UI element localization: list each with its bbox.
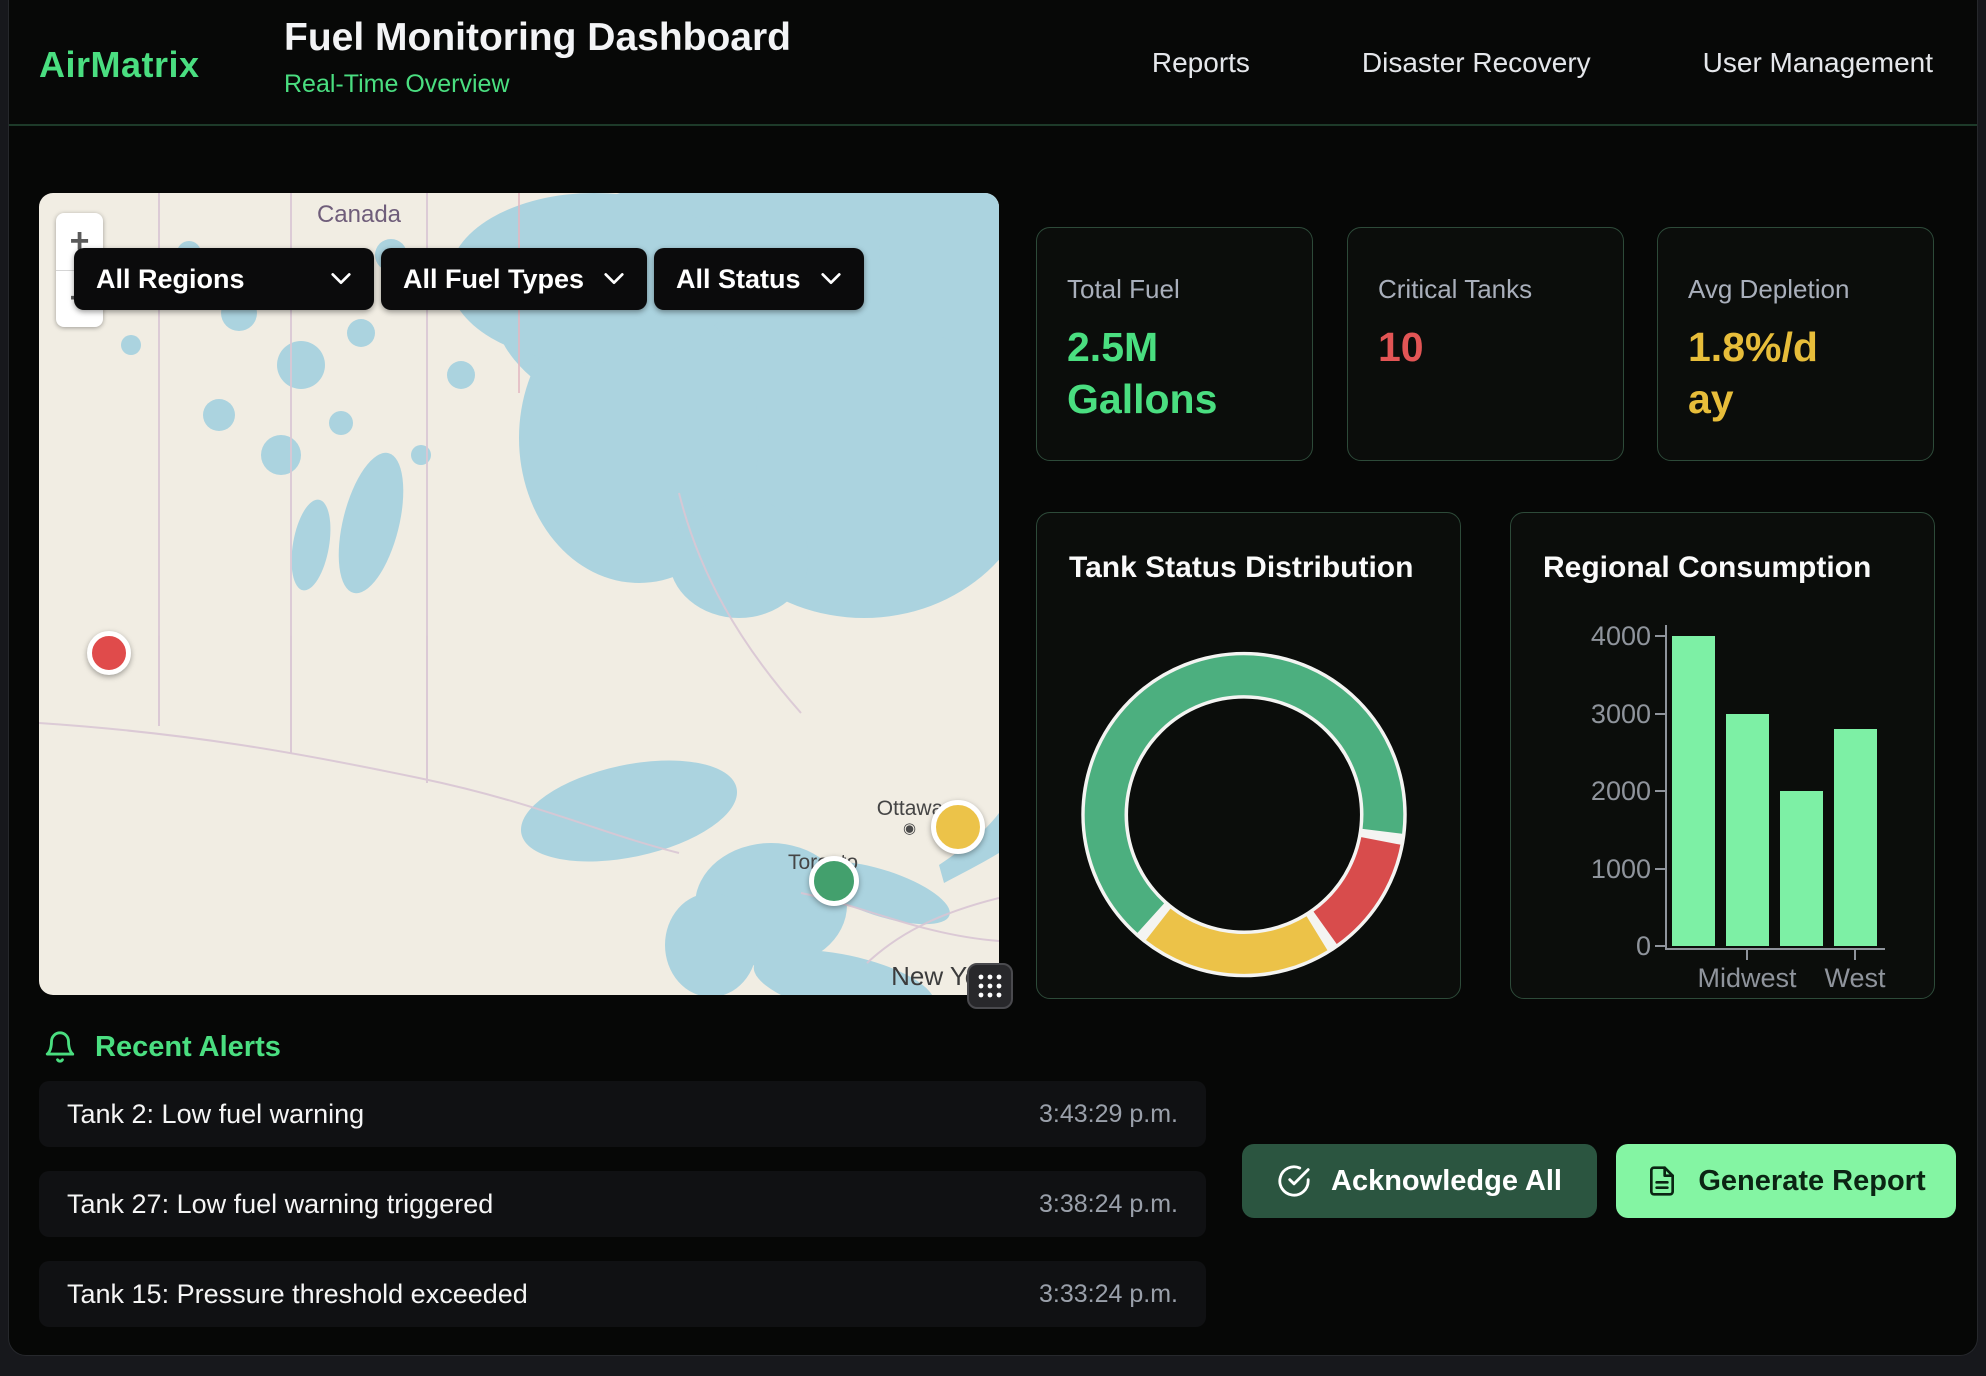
y-tick-mark (1655, 635, 1665, 637)
map-resize-handle[interactable] (967, 963, 1013, 1009)
tank-status-card: Tank Status Distribution (1036, 512, 1461, 999)
acknowledge-all-button[interactable]: Acknowledge All (1242, 1144, 1597, 1218)
alert-timestamp: 3:38:24 p.m. (1039, 1190, 1178, 1219)
stat-card-critical-tanks: Critical Tanks 10 (1347, 227, 1624, 461)
stat-card-total-fuel: Total Fuel 2.5M Gallons (1036, 227, 1313, 461)
bar-northeast (1672, 636, 1715, 946)
filter-all-status-label: All Status (676, 264, 801, 295)
tank-status-donut (1037, 513, 1460, 998)
y-tick-label: 2000 (1511, 776, 1651, 807)
donut-segment-critical (1325, 841, 1381, 928)
stat-label: Critical Tanks (1378, 274, 1593, 305)
tank-marker-normal[interactable] (809, 856, 859, 906)
generate-report-label: Generate Report (1698, 1165, 1925, 1198)
main-nav: Reports Disaster Recovery User Managemen… (1152, 0, 1933, 126)
alerts-title: Recent Alerts (95, 1031, 281, 1064)
x-axis-line (1665, 948, 1885, 950)
acknowledge-all-label: Acknowledge All (1331, 1165, 1562, 1198)
chevron-down-icon (820, 272, 842, 286)
page-title: Fuel Monitoring Dashboard (284, 16, 791, 60)
filter-all-fuel-types[interactable]: All Fuel Types (381, 248, 647, 310)
nav-user-management[interactable]: User Management (1703, 47, 1933, 79)
filter-all-regions[interactable]: All Regions (74, 248, 374, 310)
map-filters: All Regions All Fuel Types All Status (74, 248, 864, 310)
tank-marker-critical[interactable] (87, 631, 131, 675)
bar-south (1780, 791, 1823, 946)
check-circle-icon (1277, 1164, 1311, 1198)
map-label-canada: Canada (309, 201, 409, 229)
stat-label: Total Fuel (1067, 274, 1282, 305)
y-tick-label: 0 (1511, 931, 1651, 962)
regional-consumption-plot: 01000200030004000MidwestWest (1511, 513, 1934, 998)
grip-dots-icon (976, 972, 1004, 1000)
alert-row[interactable]: Tank 2: Low fuel warning 3:43:29 p.m. (39, 1081, 1206, 1147)
bar-midwest (1726, 714, 1769, 947)
alert-message: Tank 27: Low fuel warning triggered (67, 1189, 493, 1220)
top-bar: AirMatrix Fuel Monitoring Dashboard Real… (9, 0, 1977, 126)
ottawa-town-dot: ◉ (903, 819, 916, 837)
y-tick-label: 4000 (1511, 621, 1651, 652)
brand-logo: AirMatrix (39, 44, 200, 86)
y-tick-label: 3000 (1511, 699, 1651, 730)
stat-value: 1.8%/day (1688, 321, 1838, 426)
map-panel: Canada Ottawa ◉ Toronto New York + − All… (39, 193, 999, 995)
alerts-header: Recent Alerts (43, 1030, 281, 1064)
y-tick-mark (1655, 945, 1665, 947)
alert-timestamp: 3:33:24 p.m. (1039, 1280, 1178, 1309)
title-block: Fuel Monitoring Dashboard Real-Time Over… (284, 16, 791, 99)
regional-consumption-card: Regional Consumption 01000200030004000Mi… (1510, 512, 1935, 999)
page-subtitle: Real-Time Overview (284, 70, 791, 99)
stat-card-avg-depletion: Avg Depletion 1.8%/day (1657, 227, 1934, 461)
stat-label: Avg Depletion (1688, 274, 1903, 305)
filter-all-regions-label: All Regions (96, 264, 245, 295)
chevron-down-icon (603, 272, 625, 286)
chevron-down-icon (330, 272, 352, 286)
alert-row[interactable]: Tank 15: Pressure threshold exceeded 3:3… (39, 1261, 1206, 1327)
bell-icon (43, 1030, 77, 1064)
alert-timestamp: 3:43:29 p.m. (1039, 1100, 1178, 1129)
stat-value: 2.5M Gallons (1067, 321, 1282, 426)
y-tick-mark (1655, 713, 1665, 715)
stat-value: 10 (1378, 321, 1593, 373)
alert-message: Tank 15: Pressure threshold exceeded (67, 1279, 528, 1310)
alert-message: Tank 2: Low fuel warning (67, 1099, 364, 1130)
x-tick-mark (1746, 950, 1748, 960)
filter-all-status[interactable]: All Status (654, 248, 864, 310)
file-text-icon (1646, 1165, 1678, 1197)
y-tick-label: 1000 (1511, 854, 1651, 885)
filter-all-fuel-types-label: All Fuel Types (403, 264, 584, 295)
generate-report-button[interactable]: Generate Report (1616, 1144, 1956, 1218)
y-tick-mark (1655, 790, 1665, 792)
nav-reports[interactable]: Reports (1152, 47, 1250, 79)
map-canvas[interactable]: Canada Ottawa ◉ Toronto New York (39, 193, 999, 995)
dashboard-panel: AirMatrix Fuel Monitoring Dashboard Real… (8, 0, 1978, 1356)
nav-disaster-recovery[interactable]: Disaster Recovery (1362, 47, 1591, 79)
alert-row[interactable]: Tank 27: Low fuel warning triggered 3:38… (39, 1171, 1206, 1237)
donut-segment-warning (1158, 924, 1317, 954)
tank-marker-warning[interactable] (931, 800, 985, 854)
y-axis-line (1665, 625, 1667, 950)
bar-west (1834, 729, 1877, 946)
x-tick-mark (1854, 950, 1856, 960)
x-tick-label: West (1770, 963, 1940, 994)
y-tick-mark (1655, 868, 1665, 870)
